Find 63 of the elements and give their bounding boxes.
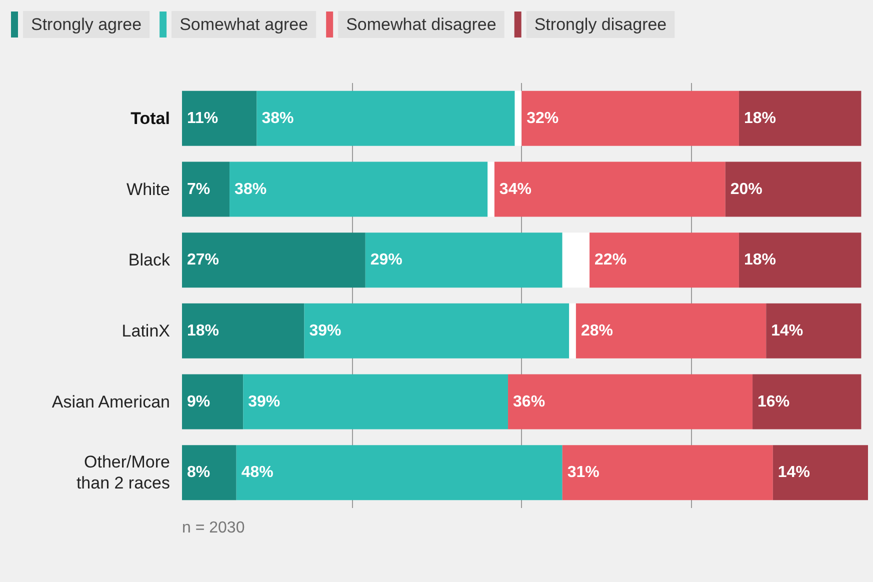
bar — [256, 90, 515, 146]
data-label: 8% — [187, 464, 210, 482]
data-label: 38% — [234, 180, 267, 198]
bar — [562, 445, 773, 500]
y-tick-label: White — [126, 180, 170, 199]
bar — [182, 90, 257, 146]
data-label: 34% — [499, 180, 532, 198]
bar — [562, 232, 590, 288]
data-label: 48% — [241, 464, 274, 482]
bar — [514, 90, 522, 146]
data-label: 9% — [187, 393, 210, 410]
y-tick-label: Other/More than 2 races — [76, 452, 170, 493]
bar — [230, 162, 488, 217]
bar — [182, 232, 366, 288]
data-label: 39% — [309, 322, 342, 340]
y-tick-label: Asian American — [52, 392, 170, 412]
data-label: 16% — [758, 393, 790, 410]
data-label: 14% — [778, 464, 810, 482]
data-label: 31% — [567, 464, 600, 482]
data-label: 27% — [187, 252, 220, 269]
legend-label: Somewhat disagree — [346, 15, 496, 34]
bar — [182, 374, 244, 430]
data-label: 38% — [262, 110, 294, 127]
bar — [576, 303, 766, 358]
bar — [738, 232, 862, 288]
bar — [508, 374, 753, 430]
bar — [182, 162, 230, 217]
bar — [182, 303, 304, 358]
data-label: 7% — [187, 180, 210, 198]
legend-label: Strongly agree — [31, 15, 142, 34]
legend-label: Strongly disagree — [534, 15, 667, 34]
bar — [569, 303, 576, 358]
bar — [182, 445, 236, 500]
data-label: 28% — [580, 322, 613, 340]
bar — [243, 374, 508, 430]
data-label: 18% — [744, 252, 776, 269]
bar — [494, 162, 726, 217]
bar — [590, 232, 739, 288]
bar — [752, 374, 862, 430]
data-label: 32% — [526, 110, 559, 127]
data-label: 18% — [187, 322, 220, 340]
bar — [772, 445, 868, 500]
bar — [365, 232, 562, 288]
data-label: 29% — [370, 252, 402, 269]
data-label: 20% — [730, 180, 762, 198]
y-tick-label: Black — [128, 250, 170, 270]
data-label: 36% — [513, 393, 546, 410]
data-label: 39% — [248, 393, 280, 410]
data-label: 22% — [594, 252, 627, 269]
data-label: 11% — [187, 110, 218, 127]
bar — [766, 303, 862, 358]
data-label: 14% — [771, 322, 804, 340]
bar — [236, 445, 562, 500]
text: n = 2030 — [182, 520, 245, 536]
bar — [725, 162, 862, 217]
bar — [304, 303, 570, 358]
bar — [738, 90, 862, 146]
y-tick-label: Total — [130, 108, 170, 128]
legend-label: Somewhat agree — [180, 15, 308, 34]
bar — [522, 90, 739, 146]
data-label: 18% — [744, 110, 776, 127]
y-tick-label: LatinX — [122, 321, 170, 340]
bar — [488, 162, 494, 217]
